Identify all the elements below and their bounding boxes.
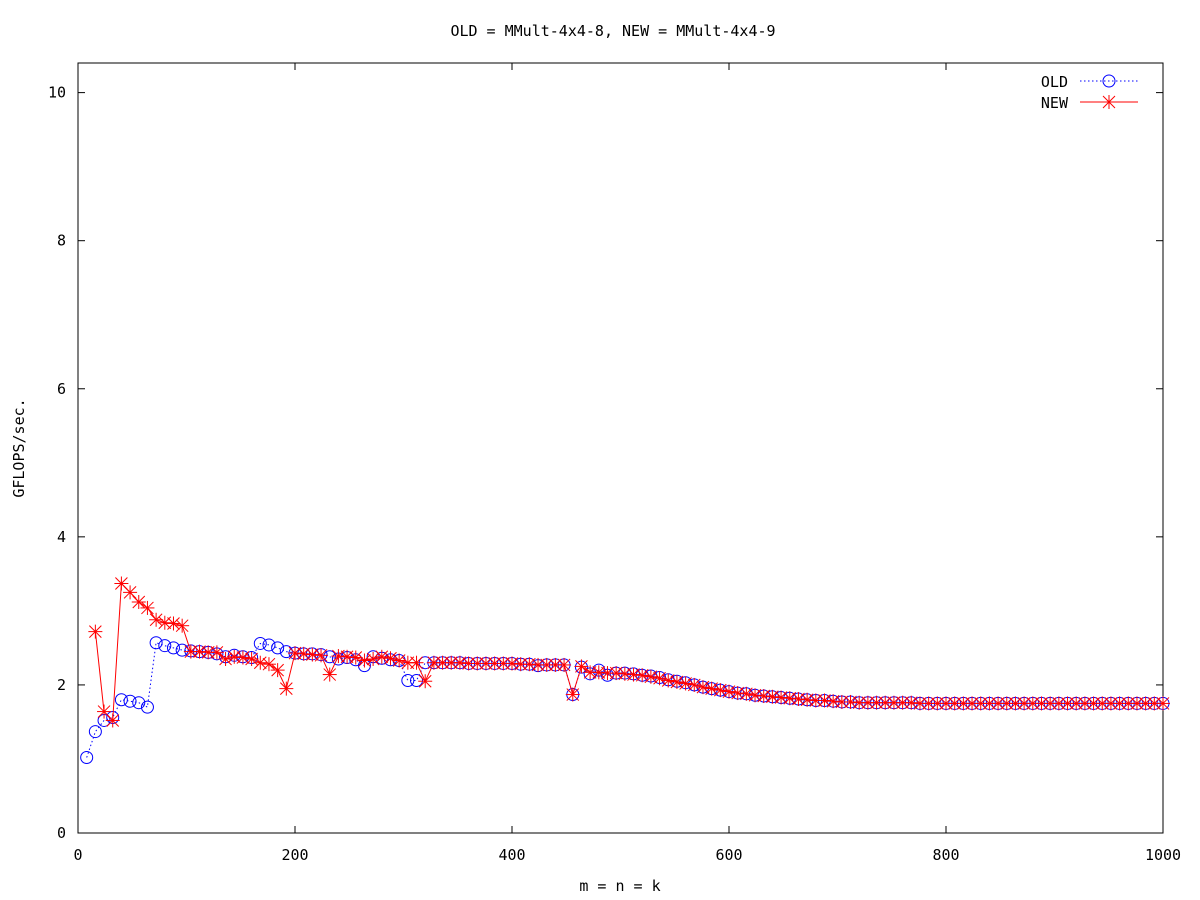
data-point	[366, 652, 381, 667]
data-point	[383, 651, 398, 666]
data-point	[132, 696, 146, 710]
data-point	[105, 713, 120, 728]
data-point	[218, 652, 233, 667]
data-point	[401, 673, 415, 687]
data-point	[1086, 696, 1101, 711]
data-point	[418, 674, 433, 689]
legend-label: OLD	[1041, 73, 1068, 91]
data-point	[704, 681, 719, 696]
x-tick-label: 800	[932, 846, 959, 864]
y-tick-label: 6	[57, 380, 66, 398]
data-point	[140, 700, 154, 714]
y-tick-label: 2	[57, 676, 66, 694]
data-point	[661, 673, 676, 688]
data-point	[131, 595, 146, 609]
data-point	[114, 693, 128, 707]
data-point	[235, 650, 250, 665]
data-point	[635, 668, 650, 683]
plot-area-frame	[77, 62, 1164, 834]
data-point	[669, 674, 684, 689]
legend: OLD NEW	[1041, 73, 1138, 112]
y-tick-label: 0	[57, 824, 66, 842]
data-point	[314, 648, 329, 663]
series-new	[88, 576, 1170, 728]
data-point	[713, 683, 728, 698]
data-point	[722, 684, 736, 699]
data-point	[357, 653, 372, 668]
data-point	[565, 687, 580, 702]
data-point	[253, 636, 267, 650]
data-point	[149, 612, 164, 627]
data-point	[271, 641, 285, 655]
x-tick-label: 1000	[1145, 846, 1181, 864]
data-point	[617, 666, 632, 681]
data-point	[123, 694, 137, 708]
x-tick-label: 200	[281, 846, 308, 864]
x-tick-label: 600	[715, 846, 742, 864]
data-point	[262, 638, 276, 652]
data-point	[270, 663, 285, 678]
axis-ticks: 0 200 400 600 800 1000 0 2 4 6 8 10	[48, 63, 1181, 864]
data-point	[322, 667, 337, 682]
legend-marker	[1102, 74, 1116, 88]
data-point	[574, 659, 589, 674]
data-point	[140, 600, 155, 615]
data-point	[88, 624, 103, 639]
data-point	[279, 645, 293, 659]
x-axis-label: m = n = k	[579, 877, 660, 895]
data-point	[678, 676, 693, 691]
legend-label: NEW	[1041, 94, 1069, 112]
series-old	[80, 636, 1170, 764]
data-point	[261, 657, 276, 672]
data-point	[80, 750, 94, 764]
data-point	[557, 657, 572, 672]
data-point	[410, 673, 424, 687]
y-tick-label: 4	[57, 528, 66, 546]
y-tick-label: 10	[48, 84, 66, 102]
data-point	[158, 639, 172, 653]
data-point	[687, 677, 702, 692]
data-point	[166, 641, 180, 655]
data-point	[652, 671, 667, 686]
data-point	[643, 669, 658, 684]
data-point	[279, 681, 294, 696]
y-tick-label: 8	[57, 232, 66, 250]
legend-marker	[1102, 95, 1116, 109]
y-axis-label: GFLOPS/sec.	[10, 398, 28, 497]
data-point	[123, 585, 138, 600]
data-point	[739, 686, 754, 701]
data-point	[253, 655, 268, 670]
data-point	[791, 691, 806, 706]
x-tick-label: 0	[73, 846, 82, 864]
data-point	[392, 653, 407, 668]
data-point	[88, 725, 102, 739]
x-tick-label: 400	[498, 846, 525, 864]
data-point	[1156, 696, 1170, 711]
data-point	[409, 655, 424, 670]
data-point	[348, 650, 363, 665]
data-point	[175, 618, 190, 633]
data-point	[149, 636, 163, 650]
data-point	[374, 649, 389, 664]
data-point	[695, 680, 710, 695]
data-point	[175, 643, 189, 657]
chart-title: OLD = MMult-4x4-8, NEW = MMult-4x4-9	[450, 22, 775, 40]
data-point	[166, 616, 181, 631]
series-layer	[80, 576, 1170, 764]
data-point	[209, 645, 224, 660]
data-point	[323, 650, 337, 664]
data-point	[843, 694, 858, 709]
